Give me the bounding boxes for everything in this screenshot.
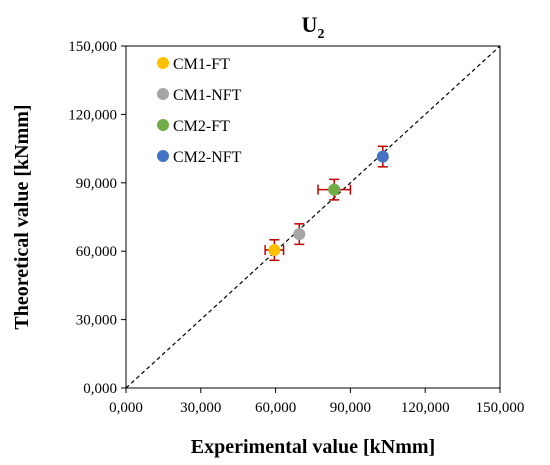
- x-tick-label: 60,000: [255, 400, 296, 416]
- legend-label: CM2-NFT: [173, 149, 242, 166]
- y-tick-label: 30,000: [76, 313, 117, 329]
- x-tick-label: 30,000: [180, 400, 221, 416]
- legend-marker: [157, 119, 169, 131]
- x-tick-label: 150,000: [476, 400, 525, 416]
- legend-label: CM2-FT: [173, 118, 230, 135]
- y-tick-label: 90,000: [76, 176, 117, 192]
- data-point-cm2-nft: [376, 145, 389, 168]
- legend-marker: [157, 88, 169, 100]
- data-point-cm1-nft: [293, 223, 306, 246]
- x-axis-ticks: 0,000 30,000 60,000 90,000 120,000 150,000: [109, 388, 524, 416]
- data-point-cm2-ft: [317, 178, 352, 201]
- legend-item-cm1-ft: CM1-FT: [157, 56, 230, 73]
- legend-marker: [157, 150, 169, 162]
- y-axis-label: Theoretical value [kNmm]: [11, 104, 33, 329]
- x-tick-label: 120,000: [401, 400, 450, 416]
- y-tick-label: 150,000: [68, 39, 117, 55]
- x-axis-label: Experimental value [kNmm]: [191, 436, 435, 458]
- reference-line-y-equals-x: [125, 45, 501, 389]
- x-tick-label: 90,000: [330, 400, 371, 416]
- legend-marker: [157, 57, 169, 69]
- legend-item-cm2-ft: CM2-FT: [157, 118, 230, 135]
- data-point-cm1-ft: [264, 239, 285, 262]
- chart-title-subscript: 2: [317, 27, 324, 42]
- legend: CM1-FT CM1-NFT CM2-FT CM2-NFT: [157, 56, 242, 166]
- marker-cm2-nft: [376, 150, 389, 163]
- marker-cm1-ft: [268, 244, 281, 257]
- legend-item-cm1-nft: CM1-NFT: [157, 87, 242, 104]
- y-tick-label: 120,000: [68, 107, 117, 123]
- chart-title: U2: [302, 12, 325, 42]
- y-axis-ticks: 0,000 30,000 60,000 90,000 120,000 150,000: [68, 39, 126, 397]
- y-tick-label: 60,000: [76, 244, 117, 260]
- x-tick-label: 0,000: [109, 400, 143, 416]
- marker-cm1-nft: [293, 228, 306, 241]
- plot-area-frame: [125, 45, 501, 389]
- marker-cm2-ft: [328, 183, 341, 196]
- legend-label: CM1-NFT: [173, 87, 242, 104]
- legend-item-cm2-nft: CM2-NFT: [157, 149, 242, 166]
- chart-title-main: U: [302, 12, 318, 37]
- legend-label: CM1-FT: [173, 56, 230, 73]
- y-tick-label: 0,000: [83, 381, 117, 397]
- data-points: [264, 145, 389, 262]
